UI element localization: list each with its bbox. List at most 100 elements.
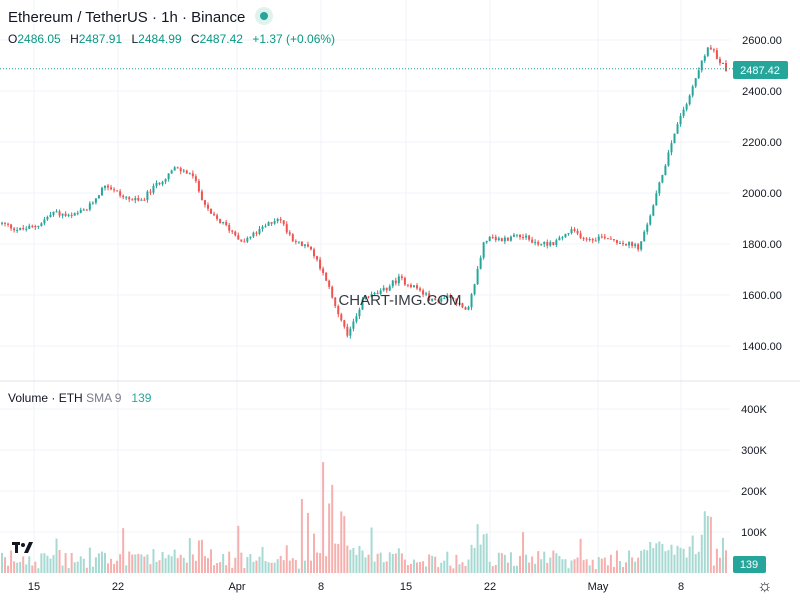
- volume-bar: [706, 516, 709, 573]
- volume-bar: [564, 559, 567, 573]
- candle-body: [149, 191, 152, 193]
- candle-body: [288, 232, 291, 235]
- volume-bar: [652, 548, 655, 573]
- volume-bar: [10, 550, 13, 573]
- volume-bar: [664, 551, 667, 573]
- volume-bar: [528, 562, 531, 573]
- volume-bar: [500, 553, 503, 573]
- volume-bar: [31, 565, 34, 573]
- volume-legend[interactable]: Volume · ETH SMA 9 139: [8, 391, 151, 405]
- volume-bar: [506, 562, 509, 573]
- candle-body: [688, 95, 691, 105]
- volume-bar: [243, 568, 246, 573]
- volume-bar: [131, 554, 134, 573]
- volume-bar: [628, 550, 631, 573]
- candle-body: [661, 175, 664, 183]
- volume-bar: [194, 560, 197, 573]
- candle-body: [179, 168, 182, 172]
- candle-body: [546, 241, 549, 246]
- volume-tick-label: 200K: [741, 486, 767, 498]
- volume-bar: [631, 557, 634, 573]
- candle-body: [270, 222, 273, 224]
- candle-body: [403, 277, 406, 285]
- candle-body: [34, 226, 37, 228]
- volume-bar: [355, 554, 358, 573]
- candle-body: [64, 213, 67, 216]
- volume-bar: [606, 565, 609, 573]
- candle-body: [606, 238, 609, 240]
- price-tick-label: 2600.00: [742, 35, 782, 47]
- volume-bar: [667, 550, 670, 573]
- volume-bar: [531, 556, 534, 573]
- volume-bar: [582, 560, 585, 573]
- candle-body: [531, 239, 534, 243]
- volume-bar: [116, 560, 119, 573]
- gear-icon[interactable]: ☼: [757, 576, 773, 595]
- candle-body: [519, 234, 522, 238]
- volume-bar: [228, 551, 231, 573]
- candle-body: [264, 225, 267, 227]
- volume-bar: [422, 561, 425, 573]
- candle-body: [637, 244, 640, 250]
- candle-body: [1, 222, 3, 224]
- candle-body: [152, 185, 155, 193]
- volume-bar: [461, 562, 464, 573]
- candle-body: [564, 233, 567, 238]
- volume-bar: [143, 556, 146, 573]
- candle-body: [52, 211, 55, 215]
- volume-bar: [655, 543, 658, 573]
- candle-body: [594, 240, 597, 242]
- tradingview-logo-icon[interactable]: [12, 542, 34, 556]
- volume-bar: [370, 527, 373, 573]
- candle-body: [385, 287, 388, 291]
- candle-body: [125, 197, 128, 199]
- volume-bar: [140, 554, 143, 573]
- volume-bar: [440, 562, 443, 573]
- volume-bar: [661, 543, 664, 573]
- volume-bar: [285, 545, 288, 573]
- volume-bar: [715, 548, 718, 573]
- candle-body: [373, 292, 376, 295]
- volume-bar: [431, 555, 434, 573]
- open-label: O: [8, 32, 18, 46]
- volume-bar: [25, 564, 28, 573]
- candle-body: [146, 191, 149, 200]
- volume-bar: [291, 558, 294, 573]
- volume-bar: [297, 568, 300, 573]
- candle-body: [252, 232, 255, 237]
- volume-bar: [206, 558, 209, 573]
- volume-bar: [258, 556, 261, 573]
- volume-bar: [176, 558, 179, 573]
- last-volume-value: 139: [740, 559, 758, 571]
- volume-bar: [79, 556, 82, 573]
- volume-bar: [579, 538, 582, 573]
- volume-bar: [203, 556, 206, 573]
- volume-bar: [503, 554, 506, 573]
- volume-bar: [649, 541, 652, 573]
- candle-body: [309, 246, 312, 250]
- time-tick-label: 22: [484, 581, 496, 593]
- symbol-title[interactable]: Ethereum / TetherUS · 1h · Binance: [8, 7, 274, 26]
- volume-bar: [588, 565, 591, 573]
- candle-body: [173, 167, 176, 171]
- candle-body: [419, 288, 422, 291]
- volume-bar: [70, 552, 73, 573]
- volume-bar: [43, 553, 46, 573]
- candle-body: [543, 241, 546, 245]
- candle-body: [55, 211, 58, 213]
- volume-bar: [85, 567, 88, 573]
- volume-bar: [576, 557, 579, 573]
- candle-body: [137, 198, 140, 201]
- volume-bar: [394, 553, 397, 573]
- volume-bar: [300, 498, 303, 573]
- candle-body: [609, 238, 612, 240]
- candle-body: [497, 238, 500, 240]
- candle-body: [161, 181, 164, 185]
- volume-sep: ·: [51, 391, 56, 405]
- volume-bar: [273, 562, 276, 573]
- price-tick-label: 1400.00: [742, 341, 782, 353]
- volume-bar: [128, 551, 131, 573]
- grid-lines: [0, 0, 730, 573]
